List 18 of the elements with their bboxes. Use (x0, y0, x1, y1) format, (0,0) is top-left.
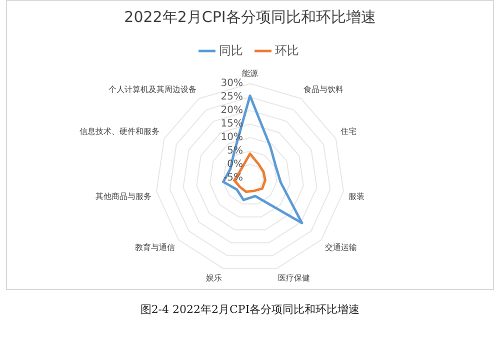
spoke-label: 其他商品与服务 (96, 192, 152, 202)
spoke-label: 服装 (348, 192, 364, 202)
y-tick-label: 30% (220, 78, 243, 90)
spoke-label: 娱乐 (206, 273, 222, 282)
spoke-label: 能源 (242, 69, 258, 78)
spoke-label: 个人计算机及其周边设备 (108, 84, 196, 94)
y-tick-label: 20% (220, 105, 243, 116)
spoke-label: 食品与饮料 (304, 84, 344, 94)
spoke-label: 交通运输 (325, 243, 358, 252)
spoke-label: 信息技术、硬件和服务 (80, 127, 160, 136)
legend-label: 环比 (275, 43, 299, 58)
spoke-label: 住宅 (340, 127, 356, 136)
chart-title: 2022年2月CPI各分项同比和环比增速 (124, 8, 376, 26)
caption: 图2-4 2022年2月CPI各分项同比和环比增速 (139, 302, 361, 318)
spoke-label: 教育与通信 (134, 243, 175, 252)
y-tick-label: 25% (220, 92, 243, 103)
spoke-label: 医疗保健 (278, 273, 310, 282)
legend-label: 同比 (219, 43, 243, 58)
